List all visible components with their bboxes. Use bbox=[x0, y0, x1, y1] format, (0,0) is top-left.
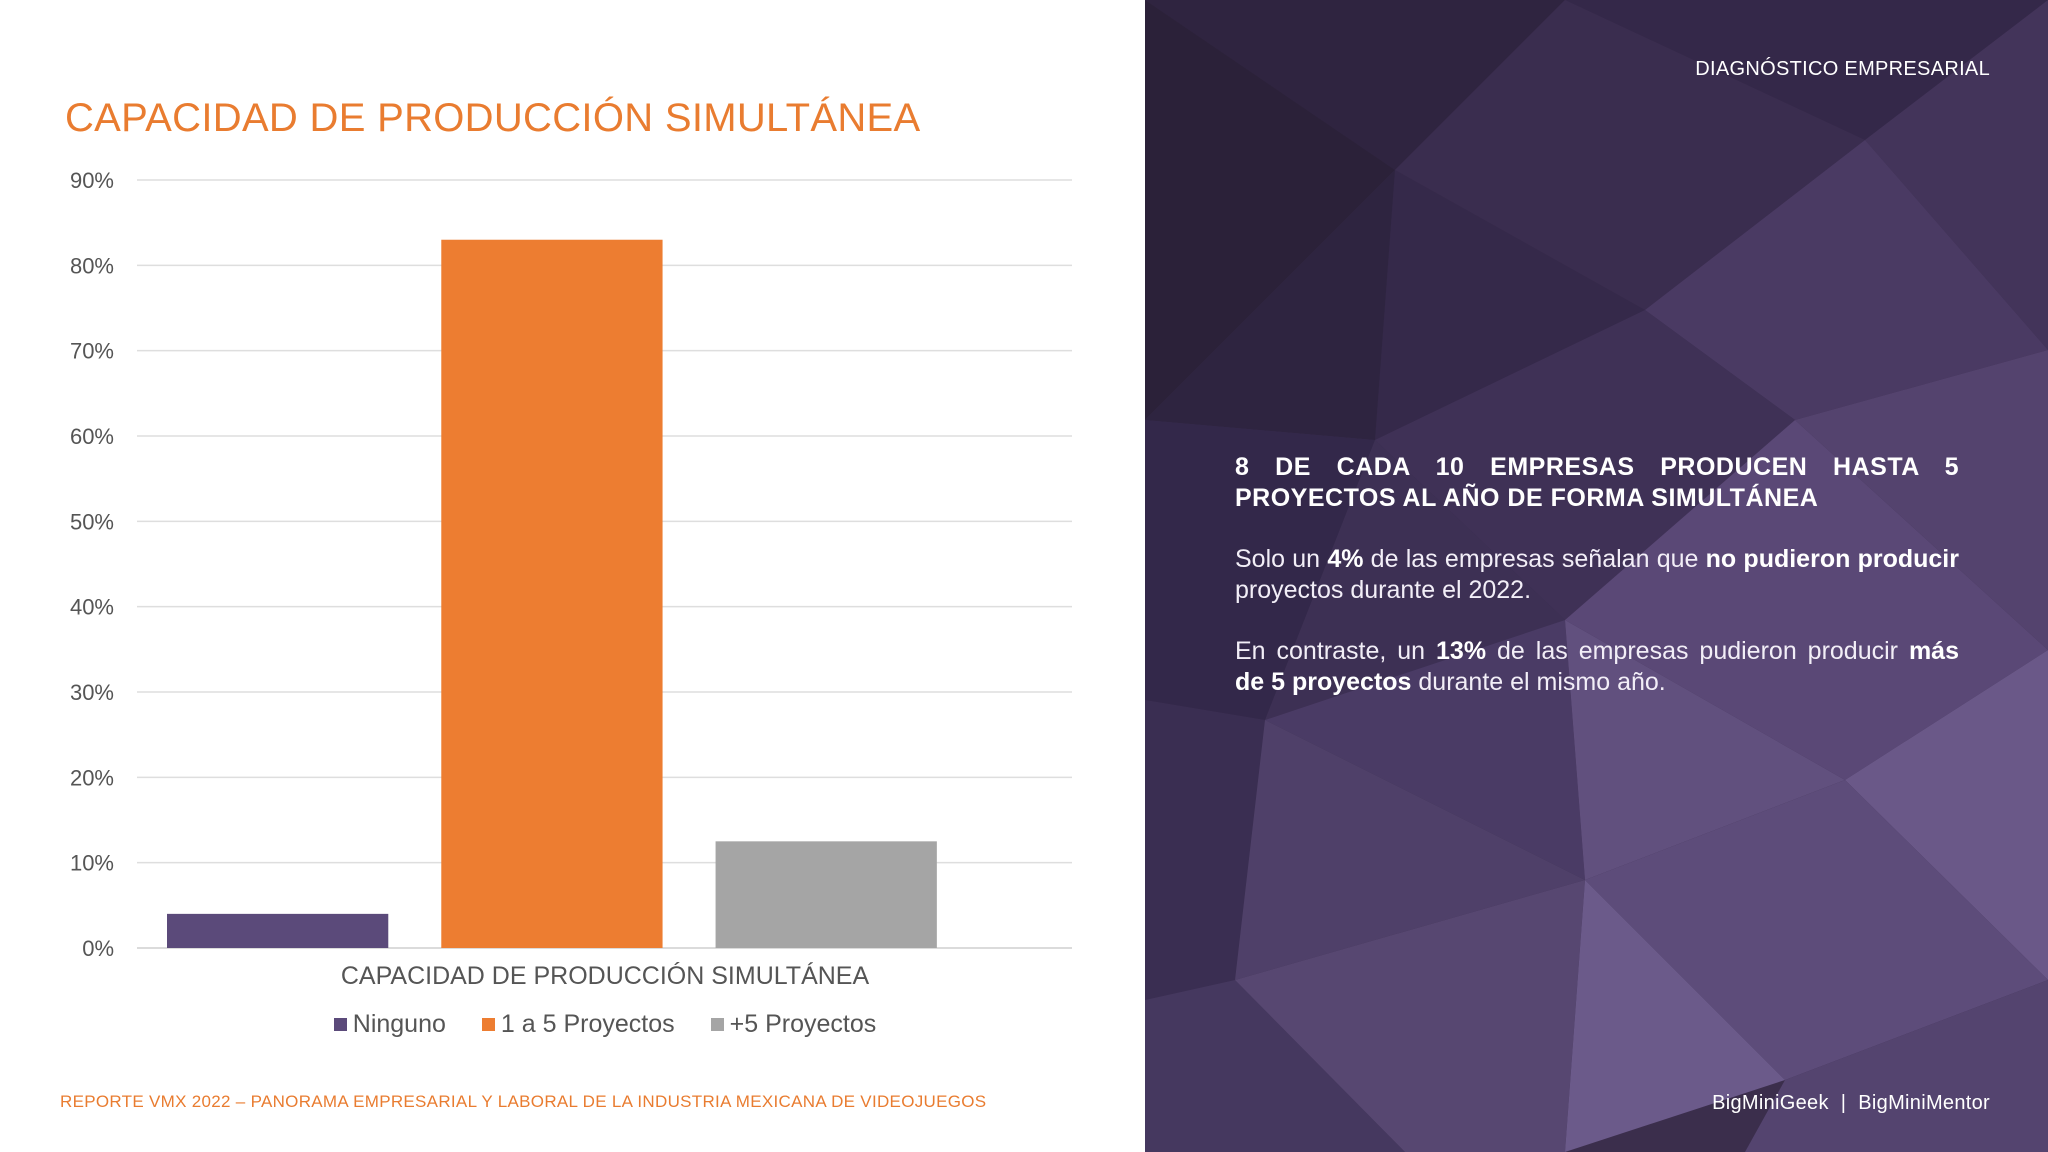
y-tick-label: 60% bbox=[70, 424, 114, 449]
legend-swatch bbox=[710, 1018, 724, 1031]
legend-label: Ninguno bbox=[352, 1010, 446, 1038]
highlight: 13% bbox=[1436, 637, 1487, 665]
polygon-background bbox=[1145, 0, 2048, 1152]
legend-swatch bbox=[333, 1018, 347, 1031]
y-tick-label: 50% bbox=[70, 509, 114, 534]
bar-5-proyectos bbox=[715, 841, 937, 948]
legend-label: 1 a 5 Proyectos bbox=[500, 1010, 675, 1038]
text: de las empresas señalan que bbox=[1363, 545, 1706, 573]
highlight: no pudieron producir bbox=[1705, 545, 1959, 573]
y-tick-label: 80% bbox=[70, 253, 114, 278]
highlight: más de 5 proyectos bbox=[1235, 637, 1959, 696]
text: Solo un bbox=[1235, 545, 1328, 573]
text: proyectos durante el 2022. bbox=[1235, 576, 1532, 604]
chart-legend: Ninguno 1 a 5 Proyectos +5 Proyectos bbox=[135, 1010, 1075, 1039]
brand-bigminigeek: BigMiniGeek bbox=[1712, 1092, 1829, 1114]
text: En contraste, un bbox=[1235, 637, 1437, 665]
highlight: 4% bbox=[1327, 545, 1364, 573]
slide-title: CAPACIDAD DE PRODUCCIÓN SIMULTÁNEA bbox=[65, 96, 921, 140]
summary-text: 8 DE CADA 10 EMPRESAS PRODUCEN HASTA 5 P… bbox=[1235, 452, 1959, 728]
chart-panel: CAPACIDAD DE PRODUCCIÓN SIMULTÁNEA 0% 10%… bbox=[60, 96, 1075, 1111]
y-tick-label: 0% bbox=[82, 936, 114, 961]
legend-swatch bbox=[481, 1018, 495, 1031]
x-axis-label: CAPACIDAD DE PRODUCCIÓN SIMULTÁNEA bbox=[340, 962, 870, 990]
text: durante el mismo año. bbox=[1411, 668, 1666, 696]
y-tick-label: 70% bbox=[70, 339, 114, 364]
brand-footer: BigMiniGeek | BigMiniMentor bbox=[1712, 1092, 1990, 1115]
paragraph-more-than-five: En contraste, un 13% de las empresas pud… bbox=[1235, 636, 1959, 698]
chart-bars bbox=[167, 239, 937, 948]
brand-bigminimentor: BigMiniMentor bbox=[1858, 1092, 1990, 1114]
y-tick-label: 90% bbox=[70, 168, 114, 193]
legend-item-1-a-5-proyectos: 1 a 5 Proyectos bbox=[481, 1010, 675, 1039]
section-label: DIAGNÓSTICO EMPRESARIAL bbox=[1695, 58, 1990, 80]
summary-panel: DIAGNÓSTICO EMPRESARIAL 8 DE CADA 10 EMP… bbox=[1145, 0, 2048, 1152]
bar-1-a-5-proyectos bbox=[441, 239, 663, 948]
y-axis-ticks: 0% 10% 20% 30% 40% 50% 60% 70% 80% 90% bbox=[70, 168, 114, 961]
y-tick-label: 30% bbox=[70, 680, 114, 705]
text: de las empresas pudieron producir bbox=[1486, 637, 1909, 665]
paragraph-no-production: Solo un 4% de las empresas señalan que n… bbox=[1235, 544, 1959, 606]
y-tick-label: 10% bbox=[70, 851, 114, 876]
bar-ninguno bbox=[167, 913, 389, 948]
brand-separator: | bbox=[1840, 1092, 1847, 1114]
legend-item-mas-5-proyectos: +5 Proyectos bbox=[710, 1010, 877, 1039]
report-footer: REPORTE VMX 2022 – PANORAMA EMPRESARIAL … bbox=[60, 1092, 987, 1111]
legend-item-ninguno: Ninguno bbox=[333, 1010, 446, 1039]
y-tick-label: 40% bbox=[70, 595, 114, 620]
headline: 8 DE CADA 10 EMPRESAS PRODUCEN HASTA 5 P… bbox=[1235, 453, 1959, 512]
y-tick-label: 20% bbox=[70, 765, 114, 790]
legend-label: +5 Proyectos bbox=[729, 1010, 877, 1038]
bar-chart: 0% 10% 20% 30% 40% 50% 60% 70% 80% 90% bbox=[70, 168, 1072, 961]
